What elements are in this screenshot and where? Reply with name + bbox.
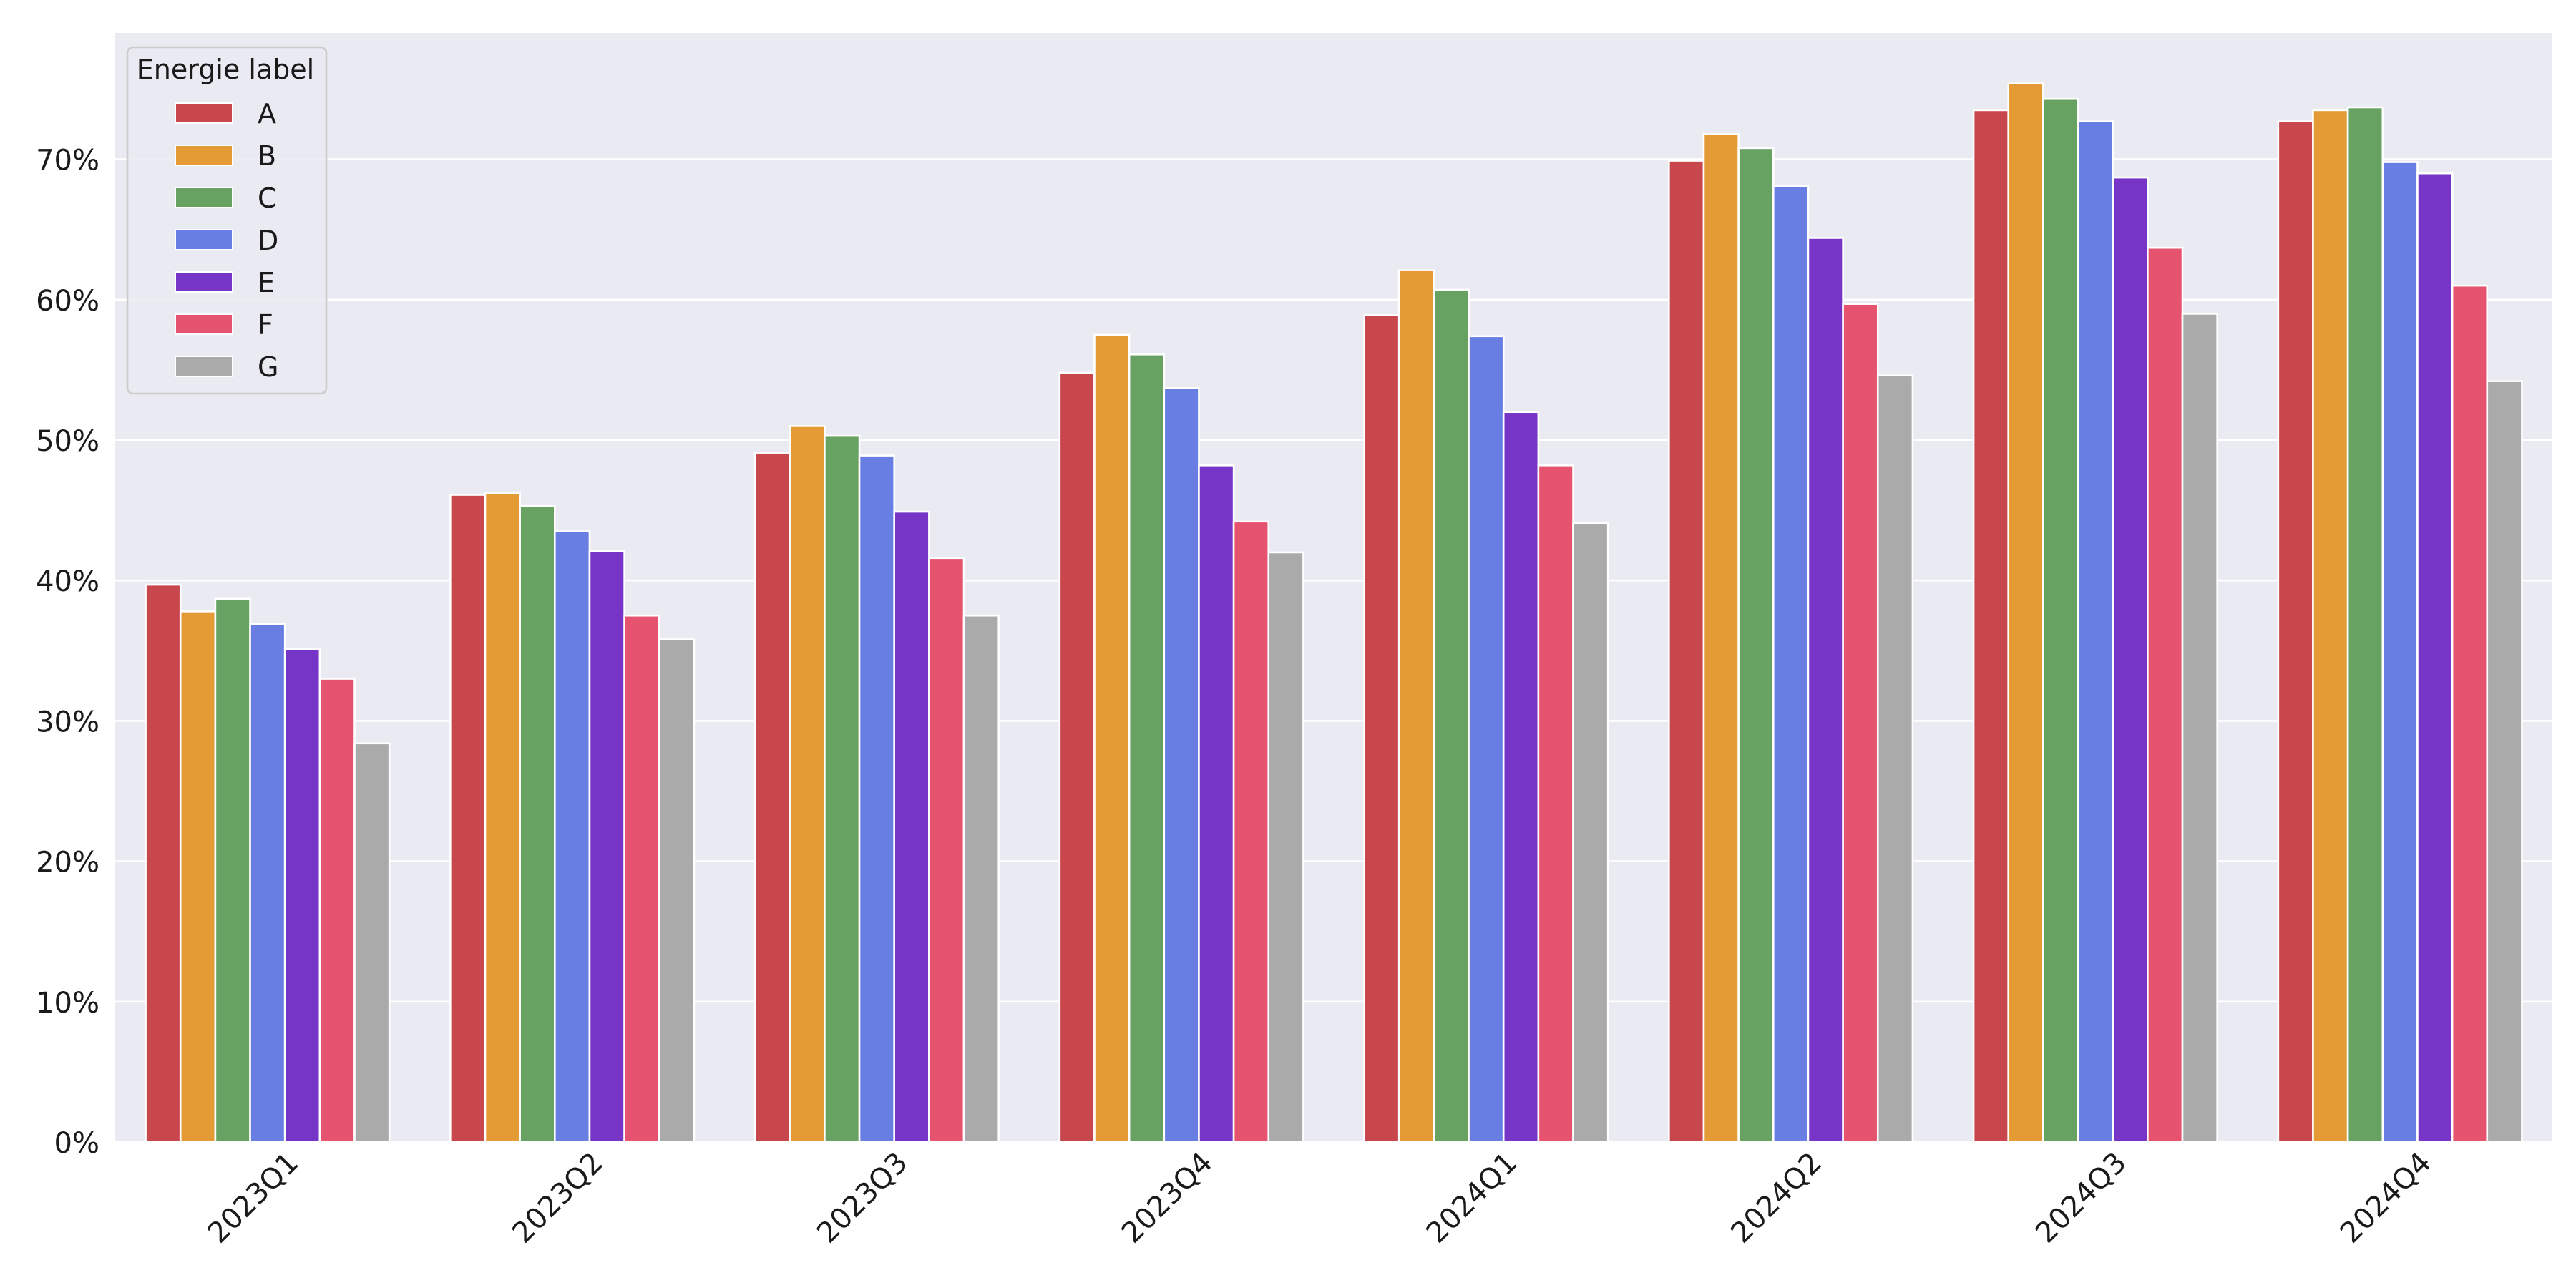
bar-E-2023Q1 — [283, 648, 321, 1143]
bar-A-2023Q3 — [753, 452, 791, 1143]
legend-label-A: A — [258, 98, 276, 130]
bar-B-2023Q1 — [179, 610, 217, 1143]
bars — [145, 82, 2523, 1143]
x-tick-label: 2024Q2 — [1724, 1146, 1828, 1250]
bar-E-2024Q4 — [2416, 172, 2454, 1143]
bar-F-2023Q2 — [623, 614, 660, 1143]
bar-F-2023Q1 — [318, 678, 356, 1143]
y-tick-label: 20% — [36, 847, 99, 879]
bar-B-2023Q4 — [1093, 333, 1131, 1143]
bar-G-2023Q3 — [962, 614, 1000, 1143]
bar-G-2024Q3 — [2181, 313, 2218, 1143]
bar-G-2024Q1 — [1572, 522, 1609, 1143]
bar-G-2024Q2 — [1876, 374, 1914, 1143]
bar-B-2023Q3 — [789, 425, 826, 1143]
bar-F-2023Q3 — [928, 557, 965, 1143]
bar-F-2023Q4 — [1232, 520, 1270, 1143]
x-tick-label: 2024Q4 — [2334, 1146, 2438, 1250]
bar-B-2024Q1 — [1397, 269, 1435, 1143]
bar-E-2023Q3 — [893, 510, 930, 1143]
bar-E-2023Q2 — [588, 550, 625, 1143]
x-tick-label: 2023Q2 — [506, 1146, 610, 1250]
bar-C-2023Q2 — [519, 504, 556, 1143]
bar-A-2024Q2 — [1668, 160, 1705, 1143]
bar-G-2024Q4 — [2486, 380, 2523, 1143]
bar-G-2023Q2 — [658, 638, 696, 1143]
y-tick-label: 50% — [36, 425, 99, 458]
bar-D-2024Q2 — [1772, 185, 1810, 1143]
x-tick-label: 2024Q1 — [1420, 1146, 1523, 1250]
bar-C-2024Q2 — [1737, 147, 1775, 1143]
bar-E-2023Q4 — [1198, 464, 1235, 1143]
bar-A-2024Q3 — [1972, 109, 2010, 1143]
bar-C-2023Q4 — [1128, 353, 1166, 1143]
bar-C-2024Q3 — [2042, 97, 2079, 1143]
bar-A-2023Q1 — [145, 583, 182, 1143]
bar-D-2023Q2 — [553, 530, 591, 1143]
bar-B-2024Q4 — [2312, 109, 2349, 1143]
bar-F-2024Q4 — [2451, 284, 2489, 1143]
bar-D-2023Q3 — [858, 454, 896, 1143]
bar-D-2023Q1 — [249, 623, 286, 1143]
bar-B-2024Q3 — [2007, 82, 2044, 1143]
legend-swatch-A — [175, 102, 233, 124]
bar-D-2024Q3 — [2077, 120, 2114, 1143]
legend-swatch-D — [175, 229, 233, 250]
x-tick-label: 2023Q4 — [1116, 1146, 1219, 1250]
bar-C-2024Q4 — [2346, 106, 2384, 1143]
bar-F-2024Q1 — [1537, 464, 1574, 1143]
bar-B-2024Q2 — [1702, 132, 1740, 1143]
legend-title: Energie label — [137, 54, 314, 85]
legend-label-B: B — [258, 140, 276, 172]
bar-E-2024Q1 — [1502, 411, 1540, 1143]
bar-D-2024Q4 — [2381, 161, 2419, 1143]
x-tick-label: 2023Q3 — [811, 1146, 914, 1250]
legend-swatch-F — [175, 313, 233, 335]
bar-F-2024Q2 — [1842, 303, 1879, 1143]
y-axis: 0% 10% 20% 30% 40% 50% 60% 70% — [36, 145, 99, 1160]
legend-swatch-G — [175, 356, 233, 377]
bar-C-2024Q1 — [1433, 288, 1470, 1143]
x-axis: 2023Q1 2023Q2 2023Q3 2023Q4 2024Q1 2024Q2 2024… — [201, 1146, 2437, 1250]
legend-label-C: C — [258, 182, 277, 214]
bar-A-2023Q4 — [1058, 371, 1096, 1143]
bar-A-2024Q4 — [2277, 120, 2314, 1143]
legend-swatch-C — [175, 187, 233, 208]
legend-swatch-B — [175, 145, 233, 166]
legend-label-D: D — [258, 225, 278, 256]
legend-label-G: G — [258, 351, 278, 383]
y-tick-label: 60% — [36, 285, 99, 318]
bar-C-2023Q3 — [824, 434, 861, 1143]
bar-D-2023Q4 — [1163, 387, 1200, 1143]
bar-A-2023Q2 — [449, 494, 487, 1143]
bar-F-2024Q3 — [2147, 246, 2184, 1143]
x-tick-label: 2024Q3 — [2029, 1146, 2133, 1250]
y-tick-label: 0% — [54, 1127, 99, 1160]
y-tick-label: 70% — [36, 145, 99, 177]
legend-box — [126, 46, 328, 395]
y-tick-label: 40% — [36, 565, 99, 598]
bar-B-2023Q2 — [484, 492, 521, 1143]
bar-C-2023Q1 — [214, 597, 251, 1143]
y-tick-label: 30% — [36, 706, 99, 738]
bar-E-2024Q3 — [2112, 176, 2149, 1143]
bar-G-2023Q4 — [1267, 551, 1304, 1143]
x-tick-label: 2023Q1 — [201, 1146, 305, 1250]
legend-label-E: E — [258, 267, 275, 298]
y-tick-label: 10% — [36, 987, 99, 1020]
bar-G-2023Q1 — [353, 742, 391, 1143]
bar-E-2024Q2 — [1807, 237, 1844, 1143]
bar-A-2024Q1 — [1363, 314, 1400, 1143]
legend-swatch-E — [175, 271, 233, 293]
bar-D-2024Q1 — [1468, 335, 1505, 1143]
legend-label-F: F — [258, 309, 273, 341]
